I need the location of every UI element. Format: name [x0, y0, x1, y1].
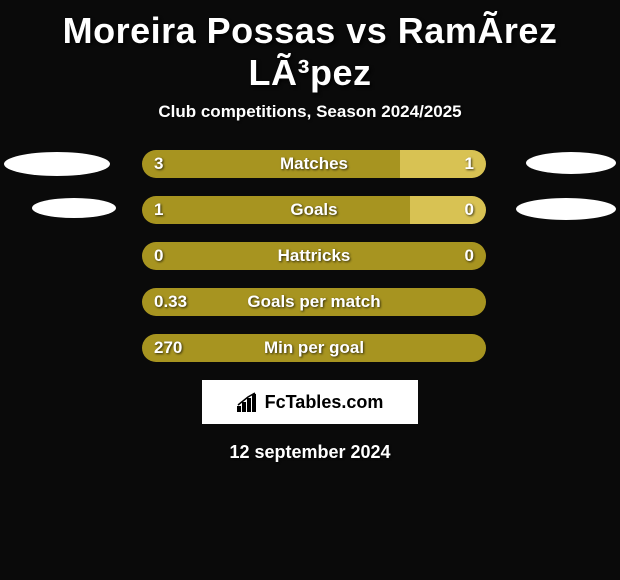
stat-value-right: 0 [453, 196, 486, 224]
stat-value-left: 1 [142, 196, 175, 224]
stat-value-right: 1 [453, 150, 486, 178]
left-ellipse [4, 152, 110, 176]
bar-track: Goals1 0 [142, 196, 486, 224]
page-title: Moreira Possas vs RamÃ­rez LÃ³pez [0, 0, 620, 102]
stat-row: Goals per match0.33 [4, 288, 616, 316]
stat-value-right: 0 [453, 242, 486, 270]
right-ellipse [526, 152, 616, 174]
stat-row: Goals1 0 [4, 196, 616, 224]
bar-track: Matches3 1 [142, 150, 486, 178]
brand-text: FcTables.com [265, 392, 384, 413]
bar-chart-icon [237, 392, 259, 412]
brand-badge: FcTables.com [202, 380, 418, 424]
bar-track: Hattricks0 0 [142, 242, 486, 270]
stat-label: Matches [142, 150, 486, 178]
stat-label: Hattricks [142, 242, 486, 270]
footer-date: 12 september 2024 [0, 442, 620, 463]
stat-value-left: 0.33 [142, 288, 199, 316]
stat-value-left: 3 [142, 150, 175, 178]
comparison-chart: Matches31Goals10Hattricks00Goals per mat… [0, 150, 620, 362]
left-ellipse [32, 198, 116, 218]
page-subtitle: Club competitions, Season 2024/2025 [0, 102, 620, 150]
stat-row: Matches3 1 [4, 150, 616, 178]
bar-track: Goals per match0.33 [142, 288, 486, 316]
stat-row: Min per goal270 [4, 334, 616, 362]
stat-label: Goals [142, 196, 486, 224]
stat-value-left: 270 [142, 334, 194, 362]
stat-value-left: 0 [142, 242, 175, 270]
right-ellipse [516, 198, 616, 220]
bar-track: Min per goal270 [142, 334, 486, 362]
stat-row: Hattricks0 0 [4, 242, 616, 270]
